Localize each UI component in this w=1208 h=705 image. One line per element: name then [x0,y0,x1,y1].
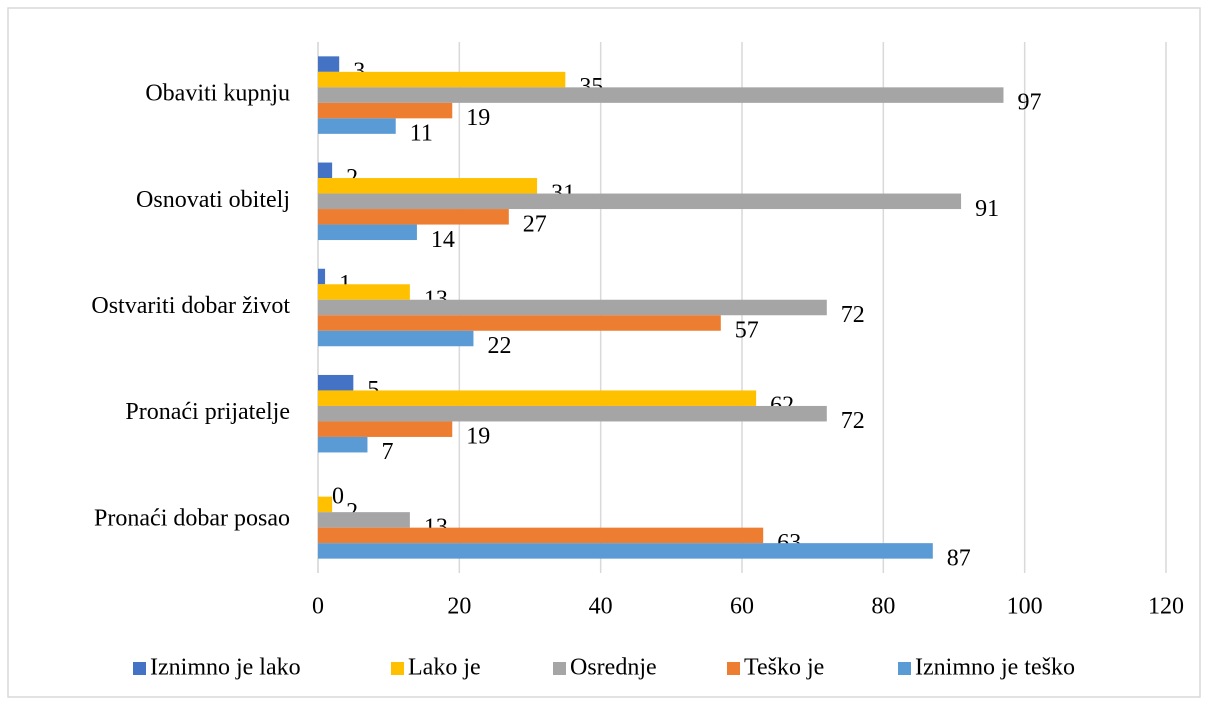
legend-label: Iznimno je teško [915,655,1075,681]
x-tick-label: 120 [1148,594,1184,620]
data-label: 72 [841,302,865,328]
bar [318,436,368,453]
bar [318,87,1004,103]
bar [318,390,757,406]
legend-swatch [898,662,911,675]
bar [318,512,410,528]
data-label: 22 [487,333,511,359]
data-label: 0 [332,483,344,509]
y-tick-label: Ostvariti dobar život [91,293,290,319]
legend-swatch [727,662,740,675]
bar [318,299,827,316]
bar [318,527,764,544]
data-label: 7 [381,439,393,465]
x-tick-label: 60 [730,594,754,620]
data-label: 87 [947,545,971,571]
legend-label: Iznimno je lako [150,655,301,681]
bar [318,268,326,285]
bar [318,330,474,347]
bar [318,71,566,88]
x-tick-label: 40 [589,594,613,620]
bar [318,421,453,437]
bar [318,405,827,422]
y-tick-label: Pronaći prijatelje [125,399,290,425]
data-label: 19 [466,105,490,131]
legend-label: Teško je [744,655,824,681]
data-label: 19 [466,424,490,450]
bar [318,543,933,559]
data-label: 11 [410,121,433,147]
legend-swatch [391,662,404,675]
bar [318,496,333,513]
legend-swatch [553,662,566,675]
legend-label: Osrednje [570,655,657,681]
bar [318,284,410,300]
bar [318,102,453,119]
y-tick-label: Pronaći dobar posao [94,505,290,531]
y-tick-label: Obaviti kupnju [145,81,290,107]
data-label: 97 [1017,90,1041,116]
x-tick-label: 100 [1007,594,1043,620]
bar [318,178,538,194]
x-tick-label: 0 [312,594,324,620]
bar [318,315,721,331]
bar [318,374,354,391]
y-tick-label: Osnovati obitelj [136,187,290,213]
bar [318,56,340,72]
x-tick-label: 80 [871,594,895,620]
bar [318,162,333,179]
data-label: 14 [431,227,455,253]
bar [318,193,962,210]
chart-frame [7,7,1201,698]
x-tick-label: 20 [447,594,471,620]
bar [318,224,417,241]
legend-swatch [133,662,146,675]
data-label: 27 [523,211,547,237]
data-label: 57 [735,318,759,344]
bar [318,209,509,225]
data-label: 91 [975,196,999,222]
data-label: 72 [841,408,865,434]
legend-label: Lako je [408,655,481,681]
bar [318,118,396,134]
